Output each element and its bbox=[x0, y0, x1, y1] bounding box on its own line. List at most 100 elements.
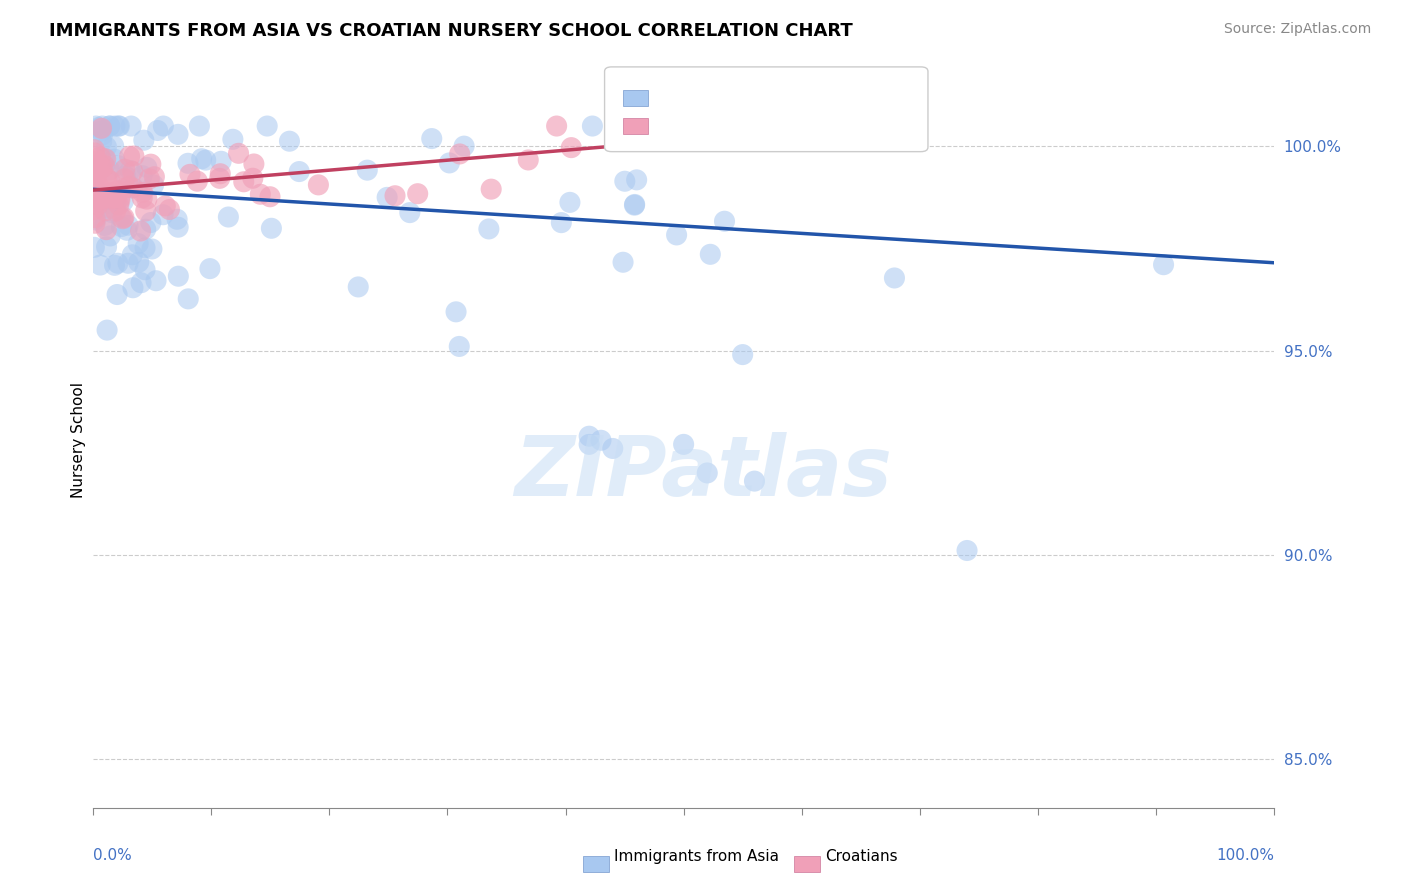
Point bbox=[222, 132, 245, 146]
Point bbox=[121, 181, 143, 195]
Point bbox=[118, 149, 141, 163]
Point bbox=[83, 170, 105, 185]
Point bbox=[420, 131, 443, 145]
Point bbox=[122, 281, 145, 295]
Point bbox=[744, 474, 766, 488]
Point bbox=[108, 191, 131, 205]
Point bbox=[114, 162, 136, 177]
Text: 100.0%: 100.0% bbox=[1216, 848, 1274, 863]
Point bbox=[121, 164, 143, 178]
Point bbox=[131, 169, 153, 183]
Point bbox=[713, 214, 735, 228]
Point bbox=[731, 348, 754, 362]
Point bbox=[131, 186, 153, 200]
Point bbox=[94, 203, 117, 218]
Point bbox=[83, 180, 105, 194]
Point bbox=[110, 211, 132, 225]
Point bbox=[91, 161, 114, 175]
Point bbox=[110, 219, 132, 234]
Point bbox=[188, 119, 211, 133]
Point bbox=[84, 167, 107, 181]
Point bbox=[347, 280, 370, 294]
Point bbox=[122, 149, 145, 163]
Point bbox=[83, 189, 105, 203]
Point bbox=[103, 152, 125, 166]
Point bbox=[209, 167, 232, 181]
Point bbox=[84, 119, 107, 133]
Point bbox=[190, 152, 212, 166]
Point bbox=[114, 181, 136, 195]
Point bbox=[194, 153, 217, 167]
Point bbox=[96, 172, 118, 186]
Point bbox=[83, 240, 105, 254]
Point bbox=[139, 157, 162, 171]
Point bbox=[132, 133, 155, 147]
Point bbox=[129, 224, 152, 238]
Point bbox=[623, 198, 645, 212]
Point bbox=[117, 219, 139, 233]
Point bbox=[104, 194, 127, 209]
Point bbox=[120, 119, 142, 133]
Point bbox=[550, 216, 572, 230]
Point bbox=[307, 178, 329, 192]
Point bbox=[94, 152, 117, 166]
Point bbox=[83, 143, 105, 157]
Point bbox=[100, 186, 122, 200]
Point bbox=[256, 119, 278, 133]
Point bbox=[96, 140, 118, 154]
Point bbox=[89, 193, 111, 207]
Point bbox=[115, 223, 138, 237]
Point bbox=[108, 119, 131, 133]
Point bbox=[602, 442, 624, 456]
Point bbox=[84, 213, 107, 227]
Point bbox=[139, 215, 162, 229]
Point bbox=[444, 305, 467, 319]
Point bbox=[138, 172, 160, 186]
Point bbox=[439, 156, 461, 170]
Point bbox=[98, 119, 121, 133]
Point bbox=[84, 185, 107, 199]
Point bbox=[177, 156, 200, 170]
Point bbox=[98, 174, 121, 188]
Point bbox=[449, 339, 471, 353]
Point bbox=[107, 119, 129, 133]
Point bbox=[101, 191, 124, 205]
Point bbox=[101, 205, 124, 219]
Point bbox=[87, 120, 110, 135]
Point bbox=[883, 271, 905, 285]
Point bbox=[114, 171, 136, 186]
Point bbox=[167, 128, 190, 142]
Point bbox=[152, 119, 174, 133]
Point bbox=[167, 269, 190, 284]
Point bbox=[91, 119, 114, 133]
Point bbox=[155, 199, 177, 213]
Point bbox=[89, 150, 111, 164]
Text: 0.0%: 0.0% bbox=[93, 848, 132, 863]
Point bbox=[104, 119, 127, 133]
Point bbox=[578, 429, 600, 443]
Point bbox=[259, 190, 281, 204]
Point bbox=[112, 194, 135, 209]
Point bbox=[166, 212, 188, 227]
Point bbox=[107, 198, 129, 212]
Point bbox=[699, 247, 721, 261]
Point bbox=[142, 178, 165, 192]
Point bbox=[84, 164, 107, 178]
Point bbox=[84, 163, 107, 178]
Point bbox=[90, 121, 112, 136]
Point bbox=[128, 255, 150, 269]
Point bbox=[177, 292, 200, 306]
Point bbox=[478, 222, 501, 236]
Point bbox=[134, 262, 156, 277]
Text: Source: ZipAtlas.com: Source: ZipAtlas.com bbox=[1223, 22, 1371, 37]
Point bbox=[208, 171, 231, 186]
Point bbox=[228, 146, 250, 161]
Point bbox=[90, 192, 112, 206]
Point bbox=[98, 229, 121, 244]
Point bbox=[107, 256, 129, 270]
Text: IMMIGRANTS FROM ASIA VS CROATIAN NURSERY SCHOOL CORRELATION CHART: IMMIGRANTS FROM ASIA VS CROATIAN NURSERY… bbox=[49, 22, 853, 40]
Point bbox=[96, 240, 118, 254]
Point bbox=[83, 178, 105, 193]
Point bbox=[87, 192, 110, 206]
Point bbox=[209, 154, 232, 169]
